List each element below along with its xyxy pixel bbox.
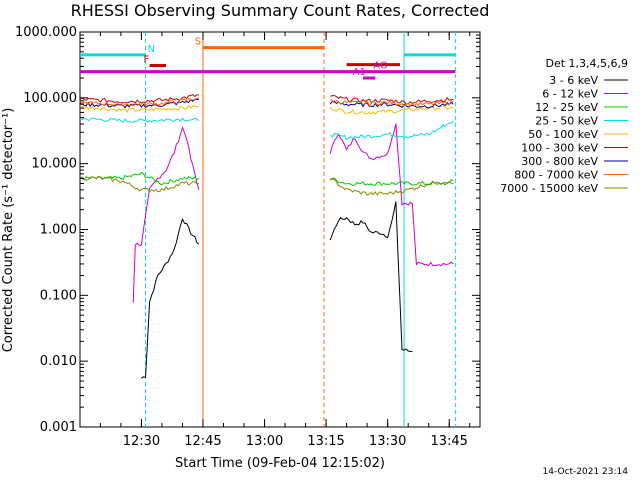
series-line-12-25-kev xyxy=(79,171,200,186)
legend-label: 800 - 7000 keV xyxy=(514,169,598,182)
series-line-300-800-kev xyxy=(329,100,454,109)
series-line-25-50-kev xyxy=(329,120,454,141)
y-axis-label: Corrected Count Rate (s⁻¹ detector⁻¹) xyxy=(1,108,16,353)
flag-label-a1: A1 xyxy=(353,67,366,78)
y-tick-label: 10.000 xyxy=(32,157,78,172)
x-tick-label: 12:45 xyxy=(184,434,221,449)
series-line-100-300-kev xyxy=(330,94,454,105)
y-tick-label: 0.010 xyxy=(40,354,77,369)
y-tick-label: 0.001 xyxy=(40,420,77,435)
series-group xyxy=(79,94,454,379)
chart-title: RHESSI Observing Summary Count Rates, Co… xyxy=(71,1,490,20)
x-tick-label: 13:45 xyxy=(430,434,467,449)
legend-label: 50 - 100 keV xyxy=(528,128,598,141)
flag-bars: N S F AO A1 xyxy=(80,37,456,80)
x-axis-label: Start Time (09-Feb-04 12:15:02) xyxy=(175,456,385,471)
series-line-7000-15000-kev xyxy=(79,176,199,193)
x-tick-label: 13:00 xyxy=(246,434,283,449)
series-line-800-7000-kev xyxy=(329,98,454,107)
timestamp: 14-Oct-2021 23:14 xyxy=(543,467,629,477)
flag-label-f: F xyxy=(143,54,149,65)
legend-label: 300 - 800 keV xyxy=(521,155,598,168)
series-line-3-6-kev xyxy=(141,217,200,379)
legend-label: 12 - 25 keV xyxy=(535,101,598,114)
legend-label: 3 - 6 keV xyxy=(549,74,598,87)
legend-title: Det 1,3,4,5,6,9 xyxy=(545,57,628,70)
series-line-50-100-kev xyxy=(329,105,454,115)
series-line-800-7000-kev xyxy=(79,97,200,107)
y-tick-label: 100.000 xyxy=(23,91,77,106)
x-tick-label: 13:30 xyxy=(369,434,406,449)
vertical-lines xyxy=(145,32,456,427)
series-line-25-50-kev xyxy=(80,117,200,124)
flag-label-n: N xyxy=(148,44,155,55)
x-axis: 12:30 12:45 13:00 13:15 13:30 13:45 xyxy=(99,32,471,449)
y-tick-label: 0.100 xyxy=(40,288,77,303)
series-line-7000-15000-kev xyxy=(329,177,454,196)
y-tick-label: 1000.000 xyxy=(15,25,77,40)
legend-label: 6 - 12 keV xyxy=(542,88,598,101)
plot-frame xyxy=(79,31,481,428)
series-line-50-100-kev xyxy=(79,104,200,113)
flag-label-ao: AO xyxy=(373,61,388,72)
legend-label: 25 - 50 keV xyxy=(535,115,598,128)
flag-label-s: S xyxy=(195,37,201,48)
x-tick-label: 13:15 xyxy=(307,434,344,449)
legend-label: 100 - 300 keV xyxy=(521,142,598,155)
legend-label: 7000 - 15000 keV xyxy=(500,182,598,195)
y-axis: 1000.000 100.000 10.000 1.000 0.100 0.010 0.00… xyxy=(15,25,480,435)
y-tick-label: 1.000 xyxy=(40,223,77,238)
series-line-3-6-kev xyxy=(329,201,413,352)
x-tick-label: 12:30 xyxy=(123,434,160,449)
series-line-6-12-kev xyxy=(132,125,200,303)
series-line-12-25-kev xyxy=(330,177,454,187)
series-line-100-300-kev xyxy=(79,94,199,104)
series-line-6-12-kev xyxy=(329,123,454,267)
